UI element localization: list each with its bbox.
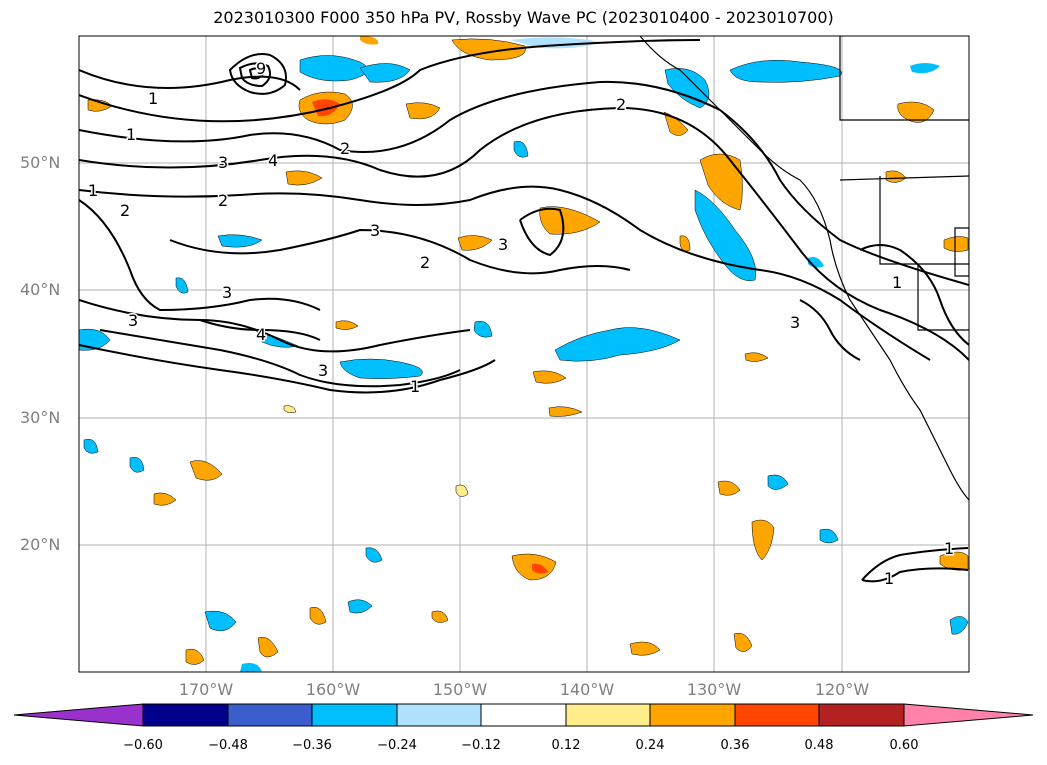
colorbar-tick-label: 0.12	[551, 738, 581, 753]
lat-label: 20°N	[20, 535, 61, 554]
contour-label: 3	[218, 153, 228, 172]
contour-label: 3	[128, 311, 138, 330]
contour-label: 1	[892, 273, 902, 292]
pv-anomaly-shading	[79, 36, 969, 672]
colorbar-tick-label: −0.60	[123, 738, 163, 753]
contour-label: 4	[256, 325, 266, 344]
contour-label: 1	[148, 89, 158, 108]
colorbar-segment	[311, 703, 398, 727]
contour-label: 1	[126, 125, 136, 144]
lon-label: 170°W	[178, 680, 234, 699]
colorbar-segment	[565, 703, 651, 727]
contour-label: 3	[318, 361, 328, 380]
contour-label: 2	[218, 191, 228, 210]
plot-frame	[78, 35, 970, 673]
pv-contours	[79, 39, 969, 583]
colorbar-extend-high	[903, 703, 1034, 727]
colorbar-tick-label: −0.12	[461, 738, 501, 753]
lon-label: 140°W	[559, 680, 615, 699]
map-title: 2023010300 F000 350 hPa PV, Rossby Wave …	[213, 8, 834, 27]
lon-label: 150°W	[432, 680, 488, 699]
lat-label: 50°N	[20, 153, 61, 172]
colorbar-tick-label: −0.36	[292, 738, 332, 753]
colorbar-segment	[142, 703, 229, 727]
contour-labels: 1 1 1 1 1 1 1 2 2 2 2 2 3 3 3 3 3 3 3 4 …	[87, 58, 956, 590]
lon-label: 130°W	[686, 680, 742, 699]
contour-label: 3	[790, 313, 800, 332]
colorbar-segment	[480, 703, 567, 727]
contour-label: 3	[222, 283, 232, 302]
contour-label: 3	[370, 221, 380, 240]
contour-label: 4	[268, 151, 278, 170]
lat-label: 40°N	[20, 280, 61, 299]
lon-label: 160°W	[305, 680, 361, 699]
contour-label: 2	[616, 95, 626, 114]
colorbar-tick-label: 0.24	[635, 738, 665, 753]
colorbar-segment	[818, 703, 905, 727]
colorbar-segment	[734, 703, 820, 727]
contour-label: 2	[420, 253, 430, 272]
colorbar-segment	[649, 703, 736, 727]
contour-label: 1	[410, 377, 420, 396]
contour-label: 3	[498, 235, 508, 254]
contour-label: 1	[884, 569, 894, 588]
colorbar-tick-label: 0.36	[720, 738, 750, 753]
colorbar-tick-label: 0.60	[889, 738, 919, 753]
colorbar-segment	[227, 703, 313, 727]
lon-label: 120°W	[814, 680, 870, 699]
contour-label: 2	[120, 201, 130, 220]
colorbar	[13, 703, 1034, 727]
colorbar-tick-label: −0.48	[208, 738, 248, 753]
colorbar-extend-low	[13, 703, 144, 727]
coastlines	[639, 36, 969, 501]
colorbar-tick-label: −0.24	[377, 738, 417, 753]
contour-label: 1	[88, 181, 98, 200]
contour-label: 1	[944, 539, 954, 558]
contour-label: 2	[340, 139, 350, 158]
colorbar-tick-label: 0.48	[804, 738, 834, 753]
lat-label: 30°N	[20, 408, 61, 427]
colorbar-segment	[396, 703, 482, 727]
contour-label: 9	[256, 59, 266, 78]
